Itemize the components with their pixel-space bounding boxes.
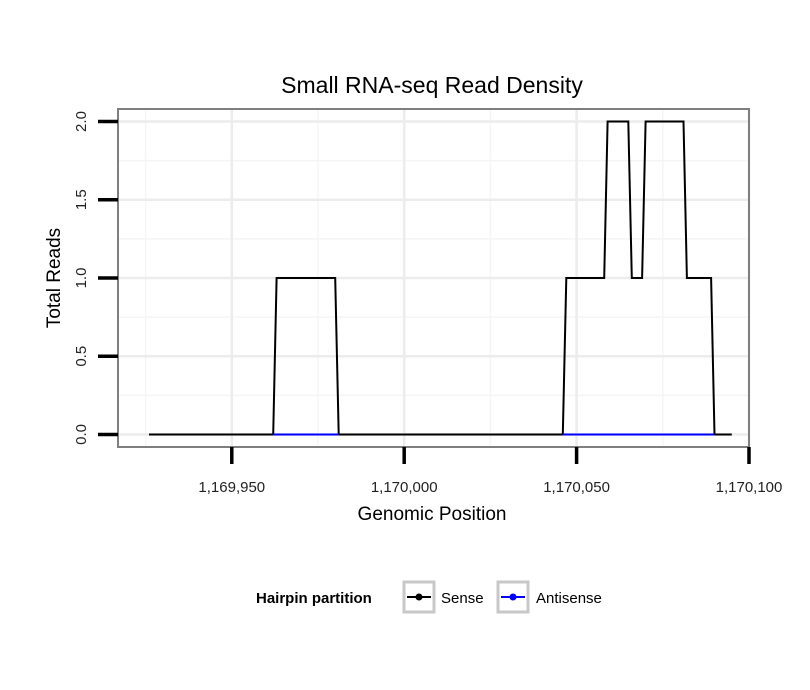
legend-label-antisense: Antisense — [536, 590, 602, 607]
legend-marker-antisense — [510, 594, 517, 601]
x-axis-title: Genomic Position — [358, 504, 507, 525]
y-tick-label: 0.0 — [73, 424, 90, 445]
read-density-chart: Small RNA-seq Read Density 1,169,950 1,17… — [0, 0, 810, 690]
y-tick-label: 2.0 — [73, 111, 90, 132]
x-tick-label: 1,170,100 — [716, 479, 783, 496]
y-axis-title: Total Reads — [44, 228, 65, 328]
y-tick-label: 1.0 — [73, 268, 90, 289]
x-tick-label: 1,170,050 — [543, 479, 610, 496]
y-tick-label: 1.5 — [73, 189, 90, 210]
legend-marker-sense — [416, 594, 423, 601]
x-tick-label: 1,170,000 — [371, 479, 438, 496]
legend-title: Hairpin partition — [256, 590, 372, 607]
y-tick-label: 0.5 — [73, 346, 90, 367]
legend-label-sense: Sense — [441, 590, 484, 607]
x-tick-label: 1,169,950 — [198, 479, 265, 496]
chart-title: Small RNA-seq Read Density — [281, 72, 583, 98]
